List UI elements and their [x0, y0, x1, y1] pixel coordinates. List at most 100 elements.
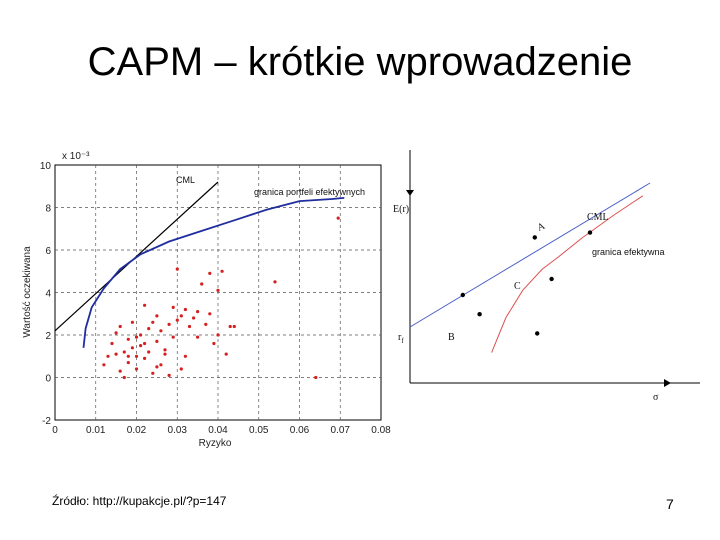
- portfolio-point: [134, 335, 139, 339]
- portfolio-point: [114, 352, 118, 356]
- portfolio-point: [134, 354, 139, 358]
- portfolio-point: [126, 361, 130, 365]
- portfolio-point: [134, 367, 139, 371]
- rf-label: rf: [398, 332, 404, 345]
- portfolio-point: [216, 288, 220, 292]
- portfolio-point: [143, 356, 147, 360]
- y-tick-label: -2: [42, 416, 51, 427]
- series-layer: [54, 181, 345, 380]
- y-tick-label: 0: [45, 374, 51, 385]
- y-axis-arrow-icon: [406, 190, 414, 196]
- x-axis-arrow-icon: [664, 379, 671, 387]
- portfolio-point: [106, 354, 110, 358]
- portfolio-point: [212, 341, 216, 346]
- y-exponent-label: x 10⁻³: [62, 151, 90, 162]
- portfolio-point: [167, 373, 171, 377]
- x-tick-label: 0.01: [86, 425, 106, 436]
- x-tick-label: 0.08: [371, 425, 391, 436]
- portfolio-point: [102, 363, 106, 367]
- frontier-annotation: granica efektywna: [592, 247, 665, 257]
- portfolio-point: [200, 282, 204, 286]
- efficient-frontier-curve: [82, 197, 345, 348]
- portfolio-point: [179, 314, 183, 318]
- portfolio-point: [130, 320, 134, 324]
- rf-subscript: f: [401, 337, 404, 345]
- portfolio-point: [232, 324, 236, 329]
- portfolio-point: [163, 352, 167, 356]
- x-axis-label: σ: [653, 392, 659, 403]
- left-scatter-chart: 0 0.01 0.02 0.03 0.04 0.05 0.06 0.07 0.08-202468…: [22, 151, 391, 449]
- portfolio-point: [224, 352, 228, 356]
- x-tick-label: 0.05: [249, 425, 269, 436]
- portfolio-point: [151, 320, 155, 324]
- portfolio-point: [155, 314, 159, 318]
- portfolio-point: [216, 333, 220, 337]
- point-m-label: C: [514, 281, 521, 292]
- portfolio-point: [171, 305, 175, 309]
- market-portfolio-point: [549, 276, 554, 282]
- portfolio-point: [208, 271, 212, 275]
- y-tick-label: 8: [45, 204, 51, 215]
- efficient-frontier-curve: [491, 195, 644, 353]
- rf-point: [460, 292, 465, 298]
- tick-labels: 0 0.01 0.02 0.03 0.04 0.05 0.06 0.07 0.08-202468…: [40, 161, 391, 436]
- y-tick-label: 10: [40, 161, 52, 172]
- cml-annotation: CML: [587, 212, 609, 223]
- portfolio-point: [114, 331, 118, 335]
- y-tick-label: 4: [45, 289, 51, 300]
- frontier-annotation: granica portfeli efektywnych: [254, 187, 365, 197]
- y-axis-label: Wartość oczekiwana: [22, 246, 33, 338]
- portfolio-point: [204, 322, 208, 326]
- portfolio-point: [314, 375, 318, 380]
- portfolio-point: [147, 350, 151, 354]
- cml-line: [409, 182, 651, 328]
- portfolio-point: [155, 365, 159, 369]
- portfolio-point: [118, 324, 122, 329]
- cml-annotation: CML: [176, 175, 195, 185]
- portfolio-point: [126, 337, 130, 341]
- x-tick-label: 0.04: [208, 425, 228, 436]
- series-layer: [409, 182, 651, 353]
- right-cml-chart: E(r) σ CML granica efektywna rf C A B: [393, 150, 700, 403]
- portfolio-point: [196, 310, 200, 314]
- x-tick-label: 0.02: [127, 425, 147, 436]
- slide-title: CAPM – krótkie wprowadzenie: [87, 40, 633, 84]
- portfolio-point: [167, 322, 171, 326]
- portfolio-point: [143, 341, 147, 346]
- portfolio-point: [196, 335, 200, 339]
- portfolio-point: [151, 371, 155, 375]
- portfolio-point: [143, 303, 147, 307]
- portfolio-point: [175, 267, 179, 271]
- x-tick-label: 0: [52, 425, 58, 436]
- portfolio-point: [179, 367, 183, 371]
- frontier-point: [587, 230, 593, 235]
- y-tick-label: 2: [45, 331, 51, 342]
- point-a: [532, 235, 537, 240]
- portfolio-point: [228, 324, 232, 329]
- portfolio-point: [220, 269, 224, 273]
- rf-axis-point: [477, 312, 482, 317]
- portfolio-point: [175, 318, 179, 322]
- portfolio-point: [159, 363, 163, 367]
- portfolio-point: [118, 369, 122, 373]
- y-axis-label: E(r): [393, 204, 409, 215]
- point-a-label: A: [536, 220, 548, 233]
- page-number: 7: [666, 496, 674, 512]
- portfolio-point: [155, 339, 159, 343]
- portfolio-point: [122, 375, 126, 380]
- portfolio-point: [130, 346, 134, 350]
- y-tick-label: 6: [45, 246, 51, 257]
- portfolio-point: [336, 216, 340, 220]
- point-b-label: B: [448, 332, 455, 343]
- rf-symbol: r: [398, 332, 402, 343]
- portfolio-point: [171, 335, 175, 339]
- portfolio-point: [159, 329, 163, 333]
- x-tick-label: 0.03: [168, 425, 188, 436]
- portfolio-point: [187, 324, 192, 329]
- portfolio-point: [183, 354, 187, 358]
- portfolio-point: [163, 348, 167, 352]
- point-b: [535, 331, 540, 336]
- portfolio-point: [208, 312, 212, 316]
- portfolio-point: [147, 327, 151, 331]
- x-tick-label: 0.06: [290, 425, 310, 436]
